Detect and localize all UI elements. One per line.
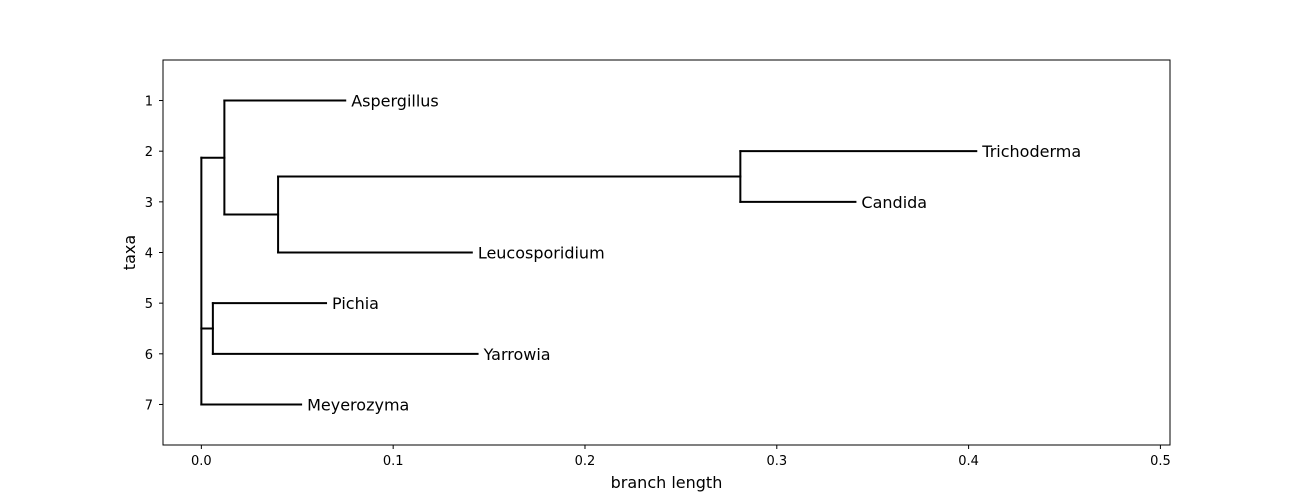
- x-axis-label: branch length: [611, 473, 723, 492]
- taxon-label: Leucosporidium: [478, 244, 605, 263]
- y-axis-ticks: 1 2 3 4 5 6 7: [145, 95, 163, 413]
- tree-branches: [200, 99, 978, 406]
- x-tick-label: 0.5: [1150, 454, 1171, 469]
- y-tick-label: 7: [145, 398, 153, 413]
- taxon-label: Meyerozyma: [307, 395, 409, 414]
- x-tick-label: 0.1: [383, 454, 404, 469]
- taxon-label: Candida: [861, 193, 927, 212]
- taxon-label: Trichoderma: [981, 142, 1081, 161]
- y-tick-label: 2: [145, 145, 153, 160]
- x-tick-label: 0.4: [958, 454, 979, 469]
- y-tick-label: 4: [145, 247, 153, 262]
- y-tick-label: 3: [145, 196, 153, 211]
- y-tick-label: 1: [145, 95, 153, 110]
- x-tick-label: 0.0: [191, 454, 212, 469]
- y-tick-label: 5: [145, 297, 153, 312]
- x-tick-label: 0.3: [766, 454, 787, 469]
- plot-area-frame: [162, 59, 1171, 446]
- y-axis-label: taxa: [120, 235, 139, 270]
- y-tick-label: 6: [145, 348, 153, 363]
- taxon-label: Aspergillus: [351, 92, 439, 111]
- taxon-label: Pichia: [332, 294, 379, 313]
- x-tick-label: 0.2: [575, 454, 596, 469]
- taxon-label: Yarrowia: [483, 345, 551, 364]
- taxon-labels: Aspergillus Trichoderma Candida Leucosporid…: [307, 92, 1081, 415]
- x-axis-ticks: 0.0 0.1 0.2 0.3 0.4 0.5: [191, 445, 1171, 469]
